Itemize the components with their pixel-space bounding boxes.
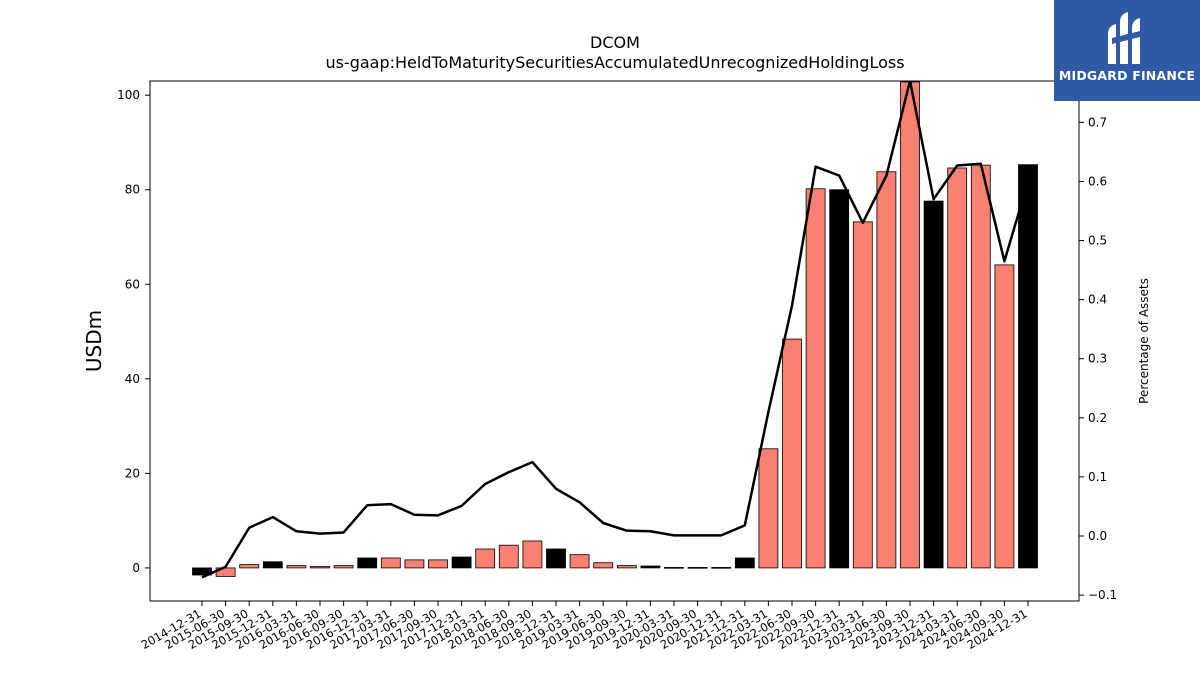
bar-2023-03-31 xyxy=(852,221,873,569)
bar-2022-09-30 xyxy=(805,188,826,569)
bar-2024-12-31 xyxy=(1018,164,1038,569)
y-tick-label: 40 xyxy=(125,372,140,386)
chart-title: DCOM xyxy=(590,33,640,52)
bar-2021-12-31 xyxy=(734,557,755,569)
bar-2022-12-31 xyxy=(829,189,850,569)
bar-2015-12-31 xyxy=(262,561,283,569)
y-tick-label: 20 xyxy=(125,466,140,480)
bar-2014-12-31 xyxy=(192,567,212,576)
bar-2024-03-31 xyxy=(947,167,968,569)
y2-tick-label: 0.7 xyxy=(1088,115,1107,129)
bar-2022-06-30 xyxy=(782,338,802,569)
bar-2015-09-30 xyxy=(239,564,260,569)
y-tick-label: 60 xyxy=(125,277,140,291)
bar-2019-12-31 xyxy=(640,565,661,569)
midgard-finance-logo: MIDGARD FINANCE xyxy=(1054,0,1200,101)
plot-frame xyxy=(149,80,1080,602)
bar-2017-06-30 xyxy=(404,559,425,569)
x-axis: 2014-12-312015-06-302015-09-302015-12-31… xyxy=(139,601,1030,652)
bar-2017-12-31 xyxy=(451,556,472,569)
bar-2019-06-30 xyxy=(593,562,614,569)
y2-tick-label: 0.0 xyxy=(1088,529,1107,543)
y-tick-label: 80 xyxy=(125,183,140,197)
bar-2019-03-31 xyxy=(569,554,590,569)
y-axis-right: −0.1 0.0 0.1 0.2 0.3 0.4 0.5 0.6 0.7 xyxy=(1079,115,1117,602)
bar-2024-06-30 xyxy=(970,164,991,569)
bar-2019-09-30 xyxy=(616,565,637,569)
chart-subtitle: us-gaap:HeldToMaturitySecuritiesAccumula… xyxy=(325,53,904,72)
y-tick-label: 0 xyxy=(132,561,140,575)
bar-2023-06-30 xyxy=(876,171,897,569)
bar-2018-06-30 xyxy=(498,544,519,569)
bar-2016-09-30 xyxy=(333,565,354,569)
bar-2023-09-30 xyxy=(900,81,920,569)
y2-tick-label: 0.4 xyxy=(1088,293,1107,307)
y2-tick-label: 0.6 xyxy=(1088,174,1107,188)
bar-2017-09-30 xyxy=(428,559,448,569)
bar-2023-12-31 xyxy=(923,200,944,569)
bars-layer xyxy=(192,81,1038,577)
bar-2024-09-30 xyxy=(994,264,1015,569)
y-axis-label-left: USDm xyxy=(82,310,106,372)
bar-2018-03-31 xyxy=(475,548,496,569)
y-axis-left: 0 20 40 60 80 100 xyxy=(117,88,150,575)
y2-tick-label: 0.1 xyxy=(1088,470,1107,484)
bar-2016-12-31 xyxy=(357,557,378,569)
line-layer xyxy=(201,81,1030,579)
y2-tick-label: 0.3 xyxy=(1088,352,1107,366)
bar-2018-12-31 xyxy=(546,548,566,569)
y2-tick-label: 0.2 xyxy=(1088,411,1107,425)
y-axis-label-right: Percentage of Assets xyxy=(1137,278,1151,404)
bar-2018-09-30 xyxy=(522,540,543,569)
y2-tick-label: −0.1 xyxy=(1088,588,1117,602)
logo-mark-icon xyxy=(1108,12,1144,64)
bar-2017-03-31 xyxy=(380,557,401,569)
bar-2020-12-31 xyxy=(711,567,732,569)
y2-tick-label: 0.5 xyxy=(1088,234,1107,248)
bar-2016-03-31 xyxy=(286,565,307,569)
percentage-of-assets-line xyxy=(201,81,1030,579)
bar-2020-03-31 xyxy=(664,567,684,569)
bar-2016-06-30 xyxy=(310,566,330,569)
bar-2022-03-31 xyxy=(758,448,779,569)
logo-text: MIDGARD FINANCE xyxy=(1058,68,1196,83)
bar-2020-09-30 xyxy=(687,567,708,569)
y-tick-label: 100 xyxy=(117,88,140,102)
